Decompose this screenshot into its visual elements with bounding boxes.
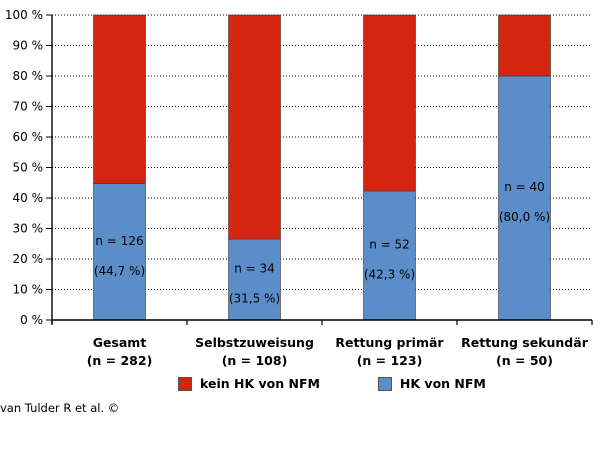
- credit-text: van Tulder R et al. ©: [0, 401, 120, 415]
- legend-item-kein-hk: kein HK von NFM: [178, 376, 320, 391]
- legend-swatch-red: [178, 376, 192, 391]
- data-label-count: n = 126: [95, 234, 143, 248]
- y-tick-label: 40 %: [13, 191, 44, 205]
- x-category-count: (n = 50): [496, 353, 553, 368]
- y-tick-label: 100 %: [5, 8, 43, 22]
- x-category-count: (n = 282): [87, 353, 153, 368]
- legend: kein HK von NFM HK von NFM: [178, 376, 486, 391]
- bar-hk-von-nfm: [498, 75, 551, 321]
- bar-hk-von-nfm: [363, 190, 416, 321]
- bar-kein-hk-von-nfm: [228, 14, 281, 240]
- labels: 0 % 10 % 20 % 30 % 40 % 50 % 60 % 70 % 80 % 90 % 1…: [5, 8, 589, 368]
- y-tick-label: 70 %: [13, 100, 44, 114]
- legend-item-hk: HK von NFM: [377, 376, 486, 391]
- axes: [46, 14, 593, 325]
- bar-hk-von-nfm: [93, 183, 146, 321]
- data-label-count: n = 34: [234, 262, 275, 276]
- data-label-percent: (44,7 %): [94, 264, 145, 278]
- y-tick-label: 0 %: [20, 313, 43, 327]
- y-tick-label: 20 %: [13, 252, 44, 266]
- y-tick-label: 50 %: [13, 161, 44, 175]
- y-tick-label: 30 %: [13, 222, 44, 236]
- legend-swatch-blue: [377, 376, 392, 391]
- y-tick-label: 90 %: [13, 39, 44, 53]
- bar-kein-hk-von-nfm: [498, 14, 551, 77]
- y-tick-label: 10 %: [13, 283, 44, 297]
- x-category-label: Rettung primär: [335, 335, 444, 350]
- y-tick-label: 60 %: [13, 130, 44, 144]
- x-category-count: (n = 108): [222, 353, 288, 368]
- data-label-count: n = 52: [369, 237, 410, 251]
- data-label-percent: (31,5 %): [229, 292, 280, 306]
- bar-kein-hk-von-nfm: [93, 14, 146, 184]
- x-category-label: Rettung sekundär: [461, 335, 589, 350]
- data-label-percent: (42,3 %): [364, 267, 415, 281]
- data-label-count: n = 40: [504, 180, 545, 194]
- data-label-percent: (80,0 %): [499, 210, 550, 224]
- y-tick-label: 80 %: [13, 69, 44, 83]
- stacked-bar-chart: 0 % 10 % 20 % 30 % 40 % 50 % 60 % 70 % 80 % 90 % 1…: [5, 8, 593, 368]
- x-category-count: (n = 123): [357, 353, 423, 368]
- x-category-label: Gesamt: [93, 335, 147, 350]
- x-category-label: Selbstzuweisung: [195, 335, 314, 350]
- bar-kein-hk-von-nfm: [363, 14, 416, 192]
- legend-label-kein-hk: kein HK von NFM: [200, 376, 320, 391]
- legend-label-hk: HK von NFM: [399, 376, 486, 391]
- bar-hk-von-nfm: [228, 238, 281, 321]
